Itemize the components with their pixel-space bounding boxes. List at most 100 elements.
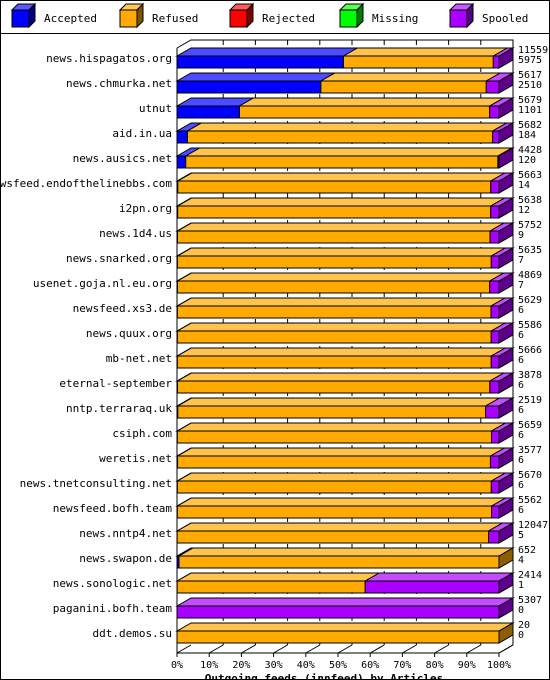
value-label-accepted: 1101	[518, 105, 542, 116]
category-label: eternal-september	[59, 377, 172, 390]
legend-item-spooled: Spooled	[448, 2, 528, 29]
category-label: news.quux.org	[86, 327, 172, 340]
bar-segment-spooled	[490, 355, 500, 369]
bar-segment-refused	[186, 130, 494, 144]
value-label-offered: 2414	[518, 570, 542, 581]
value-label-accepted: 6	[518, 430, 524, 441]
bar-top-refused	[185, 122, 509, 132]
bar-segment-spooled	[490, 330, 500, 344]
value-label-offered: 4428	[518, 145, 542, 156]
x-tick-label: 20%	[232, 660, 250, 671]
x-tick-label: 30%	[265, 660, 283, 671]
x-tick-label: 70%	[393, 660, 411, 671]
bar-segment-refused	[176, 280, 491, 294]
bar-segment-spooled	[485, 405, 500, 419]
bar-top-refused	[175, 622, 515, 632]
bar-segment-refused	[176, 255, 492, 269]
bar-top-refused	[175, 172, 507, 182]
value-label-offered: 5638	[518, 195, 542, 206]
value-label-offered: 12047	[518, 520, 548, 531]
value-label-offered: 5629	[518, 295, 542, 306]
bar-segment-accepted	[176, 80, 322, 94]
bar-segment-refused	[176, 355, 492, 369]
value-label-offered: 2519	[518, 395, 542, 406]
value-label-accepted: 6	[518, 380, 524, 391]
bar-segment-refused	[176, 380, 491, 394]
bar-segment-spooled	[491, 505, 500, 519]
value-label-offered: 5679	[518, 95, 542, 106]
value-label-offered: 3577	[518, 445, 542, 456]
value-label-offered: 5752	[518, 220, 542, 231]
category-label: news.1d4.us	[99, 227, 172, 240]
legend-label: Spooled	[482, 12, 528, 25]
x-tick-label: 60%	[361, 660, 379, 671]
value-label-accepted: 0	[518, 605, 524, 616]
value-label-offered: 5586	[518, 320, 542, 331]
category-label: news.snarked.org	[66, 252, 172, 265]
bar-segment-refused	[176, 430, 492, 444]
bar-top-refused	[175, 222, 506, 232]
floor-tick	[208, 644, 224, 654]
value-label-accepted: 6	[518, 480, 524, 491]
legend-item-refused: Refused	[118, 2, 198, 29]
value-label-offered: 5670	[518, 470, 542, 481]
bar-segment-refused	[176, 580, 366, 594]
legend-item-missing: Missing	[338, 2, 418, 29]
floor-tick	[273, 644, 288, 654]
category-label: utnut	[139, 102, 172, 115]
bar-end-spooled	[498, 222, 514, 244]
bar-top-refused	[175, 272, 506, 282]
category-label: newsfeed.endofthelinebbs.com	[0, 177, 172, 190]
value-label-accepted: 6	[518, 305, 524, 316]
category-label: news.nntp4.net	[79, 527, 172, 540]
bar-top-refused	[175, 322, 508, 332]
bar-segment-spooled	[490, 430, 500, 444]
value-label-offered: 5663	[518, 170, 542, 181]
bar-top-refused	[175, 372, 506, 382]
floor-tick	[498, 644, 514, 654]
bar-top-refused	[175, 397, 502, 407]
value-label-accepted: 184	[518, 130, 536, 141]
bar-top-refused	[175, 422, 508, 432]
bar-segment-refused	[342, 55, 494, 69]
bar-segment-spooled	[490, 180, 500, 194]
bar-end-spooled	[498, 272, 514, 294]
value-label-accepted: 1	[518, 580, 524, 591]
value-label-accepted: 120	[518, 155, 536, 166]
bar-segment-spooled	[492, 130, 500, 144]
value-label-accepted: 6	[518, 355, 524, 366]
bar-end-spooled	[498, 172, 514, 194]
floor-tick	[337, 644, 353, 654]
legend-swatch	[119, 9, 138, 28]
bar-end-spooled	[498, 422, 514, 444]
legend-item-accepted: Accepted	[10, 2, 97, 29]
bar-segment-refused	[320, 80, 487, 94]
bar-segment-accepted	[176, 105, 240, 119]
bar-end-spooled	[498, 372, 514, 394]
category-label: aid.in.ua	[112, 127, 172, 140]
bar-segment-spooled	[488, 530, 500, 544]
x-axis-label: Outgoing feeds (innfeed) by Articles	[205, 672, 443, 680]
bar-top-refused	[175, 247, 508, 257]
x-tick-label: 90%	[458, 660, 476, 671]
bar-top-refused	[319, 72, 503, 82]
bar-top-refused	[183, 147, 514, 157]
bar-end-spooled	[498, 522, 514, 544]
bar-end-spooled	[498, 197, 514, 219]
category-label: news.swapon.de	[79, 552, 172, 565]
bar-end-spooled	[498, 447, 514, 469]
bar-segment-accepted	[176, 130, 188, 144]
value-label-offered: 5682	[518, 120, 542, 131]
value-label-offered: 11559	[518, 45, 548, 56]
value-label-accepted: 9	[518, 230, 524, 241]
floor-tick	[176, 644, 192, 654]
bar-top-refused	[175, 197, 507, 207]
